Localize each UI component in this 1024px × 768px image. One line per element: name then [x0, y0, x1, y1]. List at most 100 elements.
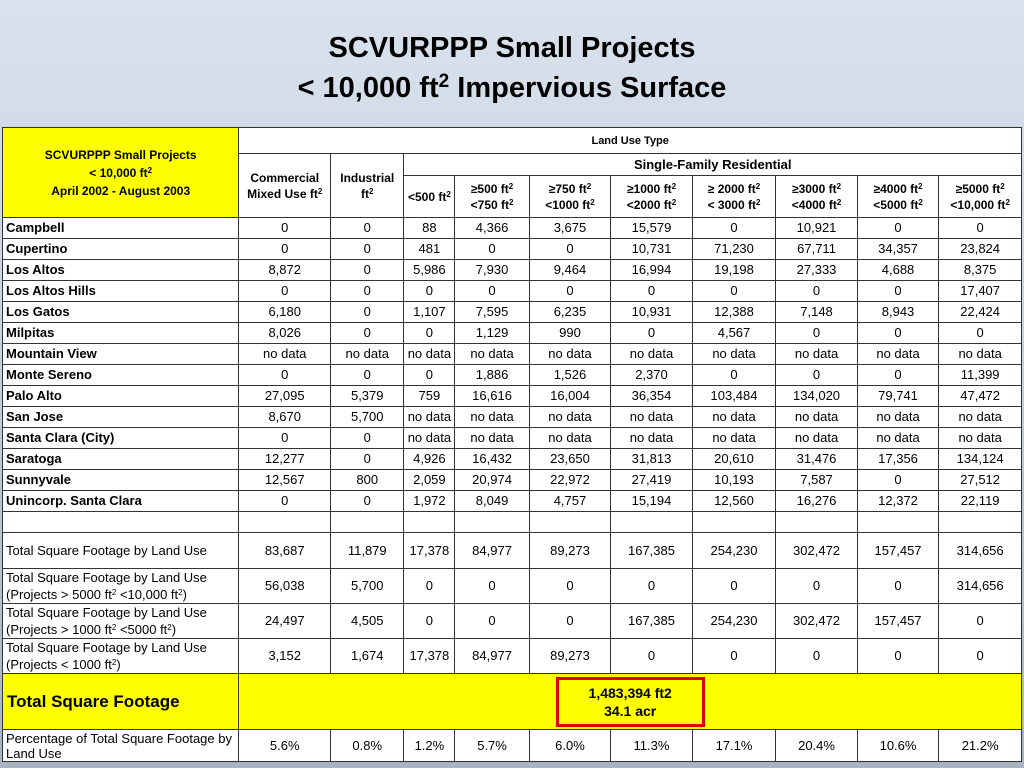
cell: 16,994 [610, 259, 693, 281]
table-row: Mountain View no data no data no data no dat… [1, 343, 1022, 365]
blank-row [1, 511, 1022, 533]
cell: 27,095 [238, 385, 332, 407]
size-header-3: ≥750 ft2 <1000 ft2 [528, 175, 612, 218]
cell: 0 [403, 568, 456, 604]
cell: 0 [691, 638, 777, 674]
cell: 0 [610, 322, 693, 344]
cell: 79,741 [856, 385, 940, 407]
cell: no data [610, 427, 693, 449]
cell: 4,926 [403, 448, 456, 470]
cell: 7,148 [775, 301, 858, 323]
table-row: Los Gatos 6,180 0 1,107 7,595 6,235 10,931 12,3… [1, 301, 1022, 323]
cell: no data [856, 343, 940, 365]
cell: 0 [610, 638, 693, 674]
city-name: Campbell [1, 217, 240, 239]
cell: 167,385 [610, 603, 693, 639]
cell: 8,943 [856, 301, 940, 323]
table-row: Unincorp. Santa Clara 0 0 1,972 8,049 4,757 15… [1, 490, 1022, 512]
cell: 0 [528, 280, 612, 302]
cell: 0 [775, 638, 858, 674]
cell: no data [938, 406, 1022, 428]
cell: 34,357 [856, 238, 940, 260]
size-header-6: ≥3000 ft2 <4000 ft2 [775, 175, 858, 218]
cell: 4,757 [528, 490, 612, 512]
cell: 254,230 [691, 532, 777, 569]
cell: 302,472 [775, 603, 858, 639]
cell: 990 [528, 322, 612, 344]
cell: 5.6% [238, 729, 332, 762]
cell: 0 [856, 280, 940, 302]
grand-total-label: Total Square Footage [1, 673, 240, 730]
cell: no data [691, 343, 777, 365]
cell: 6.0% [528, 729, 612, 762]
cell: 17,378 [403, 532, 456, 569]
cell: 1,526 [528, 364, 612, 386]
cell: 314,656 [938, 532, 1022, 569]
cell: 0 [856, 469, 940, 491]
cell: 103,484 [691, 385, 777, 407]
cell: 2,059 [403, 469, 456, 491]
industrial-header: Industrial ft2 [330, 153, 405, 218]
table-row: Monte Sereno 0 0 0 1,886 1,526 2,370 0 0 0 11,399 [1, 364, 1022, 386]
total-gt1000-label: Total Square Footage by Land Use (Project… [1, 603, 240, 639]
cell: 16,004 [528, 385, 612, 407]
cell: 0 [856, 322, 940, 344]
size-header-4: ≥1000 ft2 <2000 ft2 [610, 175, 693, 218]
cell: no data [330, 343, 405, 365]
cell: 88 [403, 217, 456, 239]
table-row: Saratoga 12,277 0 4,926 16,432 23,650 31,813 20… [1, 448, 1022, 470]
cell: 84,977 [454, 532, 530, 569]
cell: 481 [403, 238, 456, 260]
cell: 24,497 [238, 603, 332, 639]
cell: 0 [238, 427, 332, 449]
cell: 5,700 [330, 406, 405, 428]
total-row: Total Square Footage by Land Use 83,687 11… [1, 532, 1022, 569]
cell: 0 [691, 364, 777, 386]
cell: 0 [403, 603, 456, 639]
city-name: Unincorp. Santa Clara [1, 490, 240, 512]
cell: 0 [454, 603, 530, 639]
cell: 0 [775, 280, 858, 302]
table-row: Cupertino 0 0 481 0 0 10,731 71,230 67,711 34,357… [1, 238, 1022, 260]
cell: 12,372 [856, 490, 940, 512]
cell: no data [856, 427, 940, 449]
table-row: Los Altos 8,872 0 5,986 7,930 9,464 16,994 19,1… [1, 259, 1022, 281]
total-gt5000-label: Total Square Footage by Land Use (Project… [1, 568, 240, 604]
cell: 0 [330, 280, 405, 302]
cell: 0 [528, 238, 612, 260]
cell: 17,407 [938, 280, 1022, 302]
cell: 5,700 [330, 568, 405, 604]
cell: no data [938, 427, 1022, 449]
cell: 10,193 [691, 469, 777, 491]
cell: 0 [330, 490, 405, 512]
cell: 0 [610, 280, 693, 302]
cell: 12,560 [691, 490, 777, 512]
cell: 2,370 [610, 364, 693, 386]
cell: 0 [938, 603, 1022, 639]
cell: 84,977 [454, 638, 530, 674]
cell: 134,020 [775, 385, 858, 407]
cell: 71,230 [691, 238, 777, 260]
cell: 0 [454, 568, 530, 604]
cell: 5,986 [403, 259, 456, 281]
cell: no data [454, 343, 530, 365]
cell: 31,813 [610, 448, 693, 470]
cell: 0 [454, 238, 530, 260]
cell: no data [691, 406, 777, 428]
cell: 11.3% [610, 729, 693, 762]
cell: 12,388 [691, 301, 777, 323]
cell: 15,579 [610, 217, 693, 239]
size-header-8: ≥5000 ft2 <10,000 ft2 [938, 175, 1022, 218]
cell: 56,038 [238, 568, 332, 604]
cell: 7,587 [775, 469, 858, 491]
cell: 20,610 [691, 448, 777, 470]
cell: 0.8% [330, 729, 405, 762]
cell: 0 [610, 568, 693, 604]
city-name: Palo Alto [1, 385, 240, 407]
cell: 0 [938, 638, 1022, 674]
city-name: Sunnyvale [1, 469, 240, 491]
city-name: Los Altos Hills [1, 280, 240, 302]
cell: no data [403, 343, 456, 365]
city-name: Mountain View [1, 343, 240, 365]
commercial-header: Commercial Mixed Use ft2 [238, 153, 332, 218]
